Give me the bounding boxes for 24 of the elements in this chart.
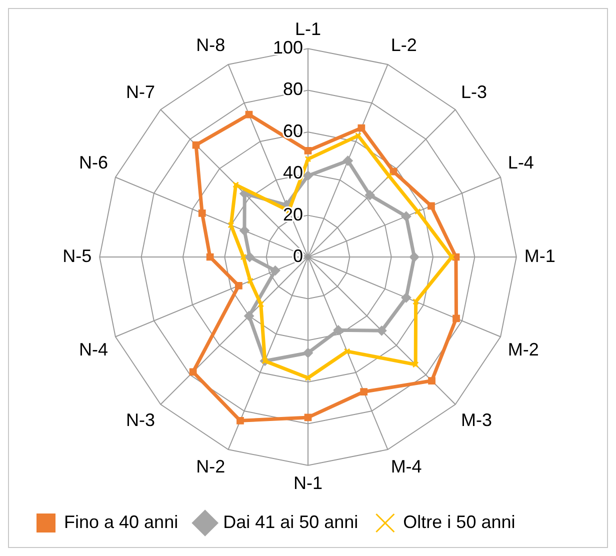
y-tick-label: 20 [282,204,303,224]
y-tick-label: 80 [282,79,303,100]
spoke-label: M-1 [524,246,556,266]
spoke-label: M-3 [461,410,492,430]
spoke-label: N-4 [79,340,108,360]
spoke-label: M-2 [508,340,539,360]
y-tick-label: 0 [292,246,303,266]
spoke-label: N-6 [79,152,108,172]
y-tick-label: 100 [272,38,303,58]
spoke-label: L-2 [390,35,417,56]
legend-label: Oltre i 50 anni [403,512,516,532]
spoke-label: L-4 [508,152,534,172]
y-tick-label: 60 [282,120,303,141]
spoke-label: N-3 [126,410,155,430]
spoke-label: N-5 [62,246,92,266]
spoke-label: N-2 [196,456,226,477]
spoke-label: N-8 [196,35,226,56]
legend-label: Dai 41 ai 50 anni [223,512,358,532]
legend-label: Fino a 40 anni [64,512,178,532]
spoke-label: L-3 [461,82,488,102]
spoke-label: N-1 [293,473,323,494]
spoke-label: L-1 [294,18,322,39]
spoke-label: M-4 [390,456,422,477]
spoke-label: N-7 [126,82,155,102]
